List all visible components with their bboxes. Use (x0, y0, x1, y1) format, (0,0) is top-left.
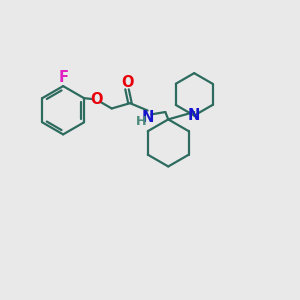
Text: N: N (188, 108, 200, 123)
Text: O: O (121, 75, 133, 90)
Text: F: F (58, 70, 68, 86)
Text: O: O (90, 92, 103, 107)
Text: H: H (136, 115, 146, 128)
Text: N: N (142, 110, 155, 125)
